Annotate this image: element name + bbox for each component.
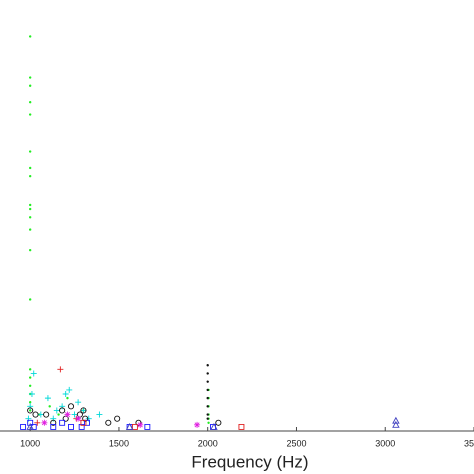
scatter-point [96,411,103,418]
scatter-point [28,35,32,38]
scatter-point [238,423,245,430]
scatter-point [206,417,209,420]
scatter-point [28,84,32,87]
scatter-point [59,407,66,414]
x-tick-label: 1500 [109,438,129,448]
scatter-point [28,298,32,301]
scatter-point [75,399,82,406]
scatter-point [80,407,87,414]
scatter-point [50,423,57,430]
scatter-point [53,407,60,414]
scatter-point [206,364,209,367]
scatter-point [48,405,51,408]
scatter-point [28,100,32,104]
scatter-point [28,166,32,170]
scatter-point [28,76,32,79]
scatter-point [206,396,209,400]
scatter-point [30,423,37,430]
scatter-point [137,421,144,428]
scatter-point [114,415,121,422]
scatter-point [28,368,32,371]
scatter-point [34,419,41,426]
scatter-point [28,150,32,153]
scatter-point [37,411,44,418]
scatter-point [28,113,32,116]
scatter-point [75,415,82,422]
scatter-point [32,411,39,418]
scatter-point [59,419,66,426]
scatter-point [125,422,134,430]
scatter-point [67,403,75,410]
scatter-point [210,422,218,430]
scatter-point [28,174,32,178]
scatter-point [206,380,209,383]
scatter-point [59,403,66,410]
scatter-point [392,416,400,424]
scatter-point [27,407,34,414]
scatter-point [28,228,32,231]
scatter-point [206,372,209,375]
scatter-point [26,422,34,430]
scatter-point [144,423,151,430]
scatter-point [131,423,138,430]
x-axis-title: Frequency (Hz) [191,452,308,471]
scatter-point [66,396,69,400]
scatter-point [57,366,64,373]
scatter-point [28,391,35,398]
scatter-point [64,411,71,418]
scatter-point [194,421,201,428]
scatter-point [25,415,32,422]
scatter-point [41,419,48,426]
scatter-point [28,409,32,412]
x-tick-label: 3000 [375,438,395,448]
x-tick-label: 2000 [198,438,218,448]
scatter-point [28,203,32,207]
scatter-point [392,420,400,428]
scatter-point [80,407,87,414]
scatter-point [50,415,57,422]
scatter-point [84,419,90,426]
x-tick-label: 2500 [286,438,306,448]
scatter-point [80,419,87,426]
scatter-point [206,388,209,392]
scatter-point [66,386,73,393]
scatter-point [105,419,112,426]
scatter-point [207,421,210,424]
scatter-point [27,403,34,410]
scatter-point [44,395,51,402]
scatter-point [28,384,32,387]
scatter-point [215,419,222,426]
scatter-point [206,413,209,416]
x-tick-label: 3500 [464,438,474,448]
scatter-point [20,423,27,430]
scatter-point [28,216,32,219]
scatter-point [28,248,32,252]
scatter-point [78,423,85,430]
x-tick-label: 1000 [20,438,40,448]
scatter-point [28,376,32,379]
scatter-point [30,370,37,377]
scatter-point [68,423,74,430]
scatter-point [43,411,50,418]
scatter-point [28,207,32,211]
scatter-point [71,411,78,418]
scatter-point [206,405,209,408]
scatter-point [28,401,32,404]
scatter-point [57,413,60,416]
scatter-point [27,419,34,426]
scatter-point [62,391,69,398]
